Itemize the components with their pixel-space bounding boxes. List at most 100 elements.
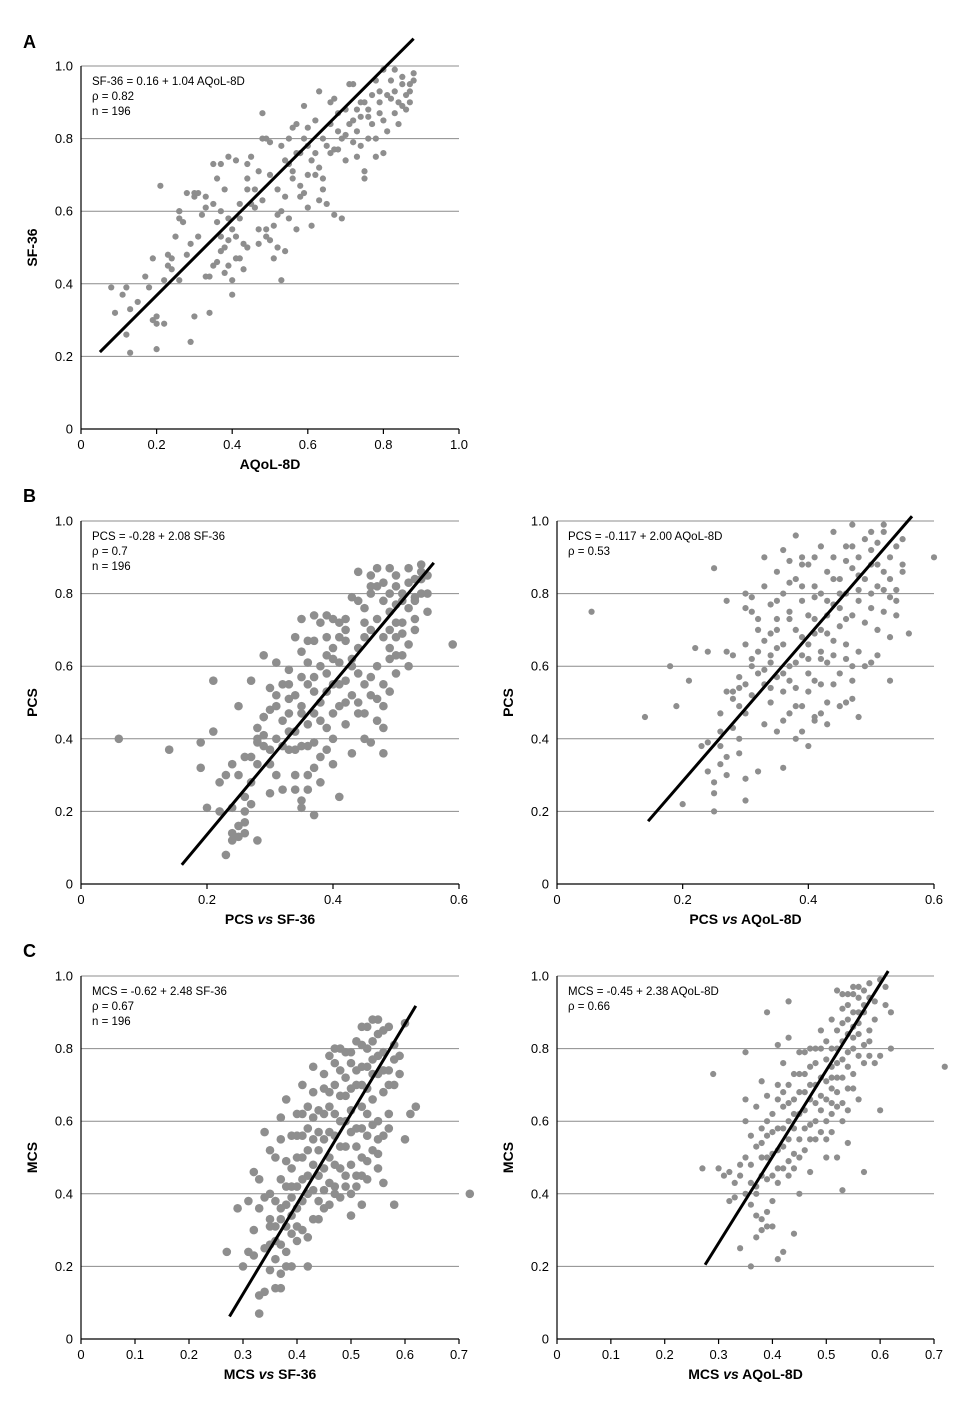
data-point-c1: [373, 1051, 383, 1061]
data-point-b1: [347, 749, 357, 758]
data-point-b2: [805, 742, 812, 750]
data-point-b1: [215, 778, 224, 787]
data-point-b2: [748, 594, 755, 601]
data-point-c2: [855, 1096, 862, 1103]
data-point-c2: [828, 1045, 835, 1052]
data-point-b1: [347, 690, 357, 700]
data-point-b1: [404, 640, 413, 649]
x-tick-label-b2: 0.2: [674, 892, 692, 907]
data-point-c2: [737, 1172, 744, 1179]
data-point-c1: [319, 1069, 329, 1079]
data-point-c1: [308, 1087, 318, 1097]
data-point-c1: [411, 1102, 421, 1111]
data-point-a: [172, 233, 179, 240]
x-tick-label-b1: 0.2: [198, 892, 216, 907]
data-point-b1: [240, 752, 250, 762]
data-point-b1: [391, 651, 401, 660]
data-point-b1: [366, 738, 376, 747]
data-point-b1: [265, 745, 275, 754]
data-point-b2: [811, 677, 818, 684]
data-point-a: [300, 102, 308, 110]
data-point-c1: [362, 1022, 372, 1032]
y-axis-title-a: SF-36: [24, 228, 40, 266]
x-tick-label-a: 0.6: [299, 437, 317, 452]
data-point-b2: [805, 670, 812, 677]
data-point-b1: [328, 614, 338, 624]
data-point-b2: [805, 655, 812, 663]
data-point-c2: [866, 1052, 873, 1059]
y-axis-title-b2: PCS: [500, 688, 516, 717]
data-point-b2: [767, 684, 774, 692]
data-point-c1: [260, 1127, 269, 1137]
data-point-b1: [379, 749, 388, 758]
data-point-b2: [874, 583, 881, 590]
data-point-a: [353, 106, 361, 113]
data-point-b2: [842, 543, 850, 550]
data-point-a: [293, 120, 300, 128]
data-point-c1: [389, 1200, 399, 1209]
data-point-b2: [786, 579, 793, 586]
data-point-b1: [316, 618, 325, 627]
data-point-b1: [278, 785, 287, 794]
data-point-b2: [786, 677, 793, 684]
data-point-b1: [366, 589, 376, 598]
y-tick-label-b1: 0.2: [55, 804, 73, 819]
data-point-a: [206, 309, 213, 316]
data-point-c1: [314, 1214, 323, 1224]
data-point-c1: [368, 1037, 377, 1046]
data-point-a: [308, 222, 315, 229]
data-point-c2: [790, 1165, 798, 1172]
data-point-b2: [798, 728, 806, 735]
data-point-b1: [335, 792, 344, 802]
data-point-b1: [379, 578, 388, 588]
data-point-b1: [335, 701, 344, 711]
data-point-b2: [780, 546, 787, 554]
data-point-a: [304, 204, 311, 211]
data-point-b1: [196, 738, 205, 747]
data-point-a: [376, 88, 383, 95]
data-point-b2: [899, 561, 906, 568]
data-point-c2: [774, 1179, 781, 1187]
data-point-b1: [297, 803, 306, 813]
data-point-b1: [322, 651, 332, 660]
data-point-b1: [391, 632, 401, 642]
data-point-b2: [830, 575, 837, 583]
data-point-b1: [221, 850, 231, 860]
data-point-a: [202, 204, 209, 211]
data-point-a: [236, 215, 243, 222]
annotation-a: n = 196: [92, 106, 131, 118]
y-tick-label-c1: 1.0: [55, 969, 73, 984]
data-point-c1: [254, 1174, 264, 1184]
y-tick-label-c2: 0.2: [531, 1259, 549, 1274]
data-point-b2: [736, 703, 743, 710]
data-point-c1: [379, 1066, 388, 1075]
data-point-b2: [792, 703, 799, 710]
data-point-c2: [796, 1136, 803, 1143]
data-point-b2: [842, 641, 850, 648]
data-point-b1: [410, 592, 420, 602]
data-point-b1: [221, 770, 231, 780]
data-point-b2: [817, 681, 825, 688]
data-point-b2: [786, 557, 793, 565]
data-point-b2: [824, 699, 831, 706]
data-point-b2: [855, 713, 862, 721]
y-tick-label-a: 0.8: [55, 131, 73, 146]
data-point-b1: [353, 709, 363, 718]
data-point-a: [368, 91, 376, 99]
data-point-c1: [357, 1080, 367, 1090]
data-point-a: [187, 240, 194, 247]
data-point-b1: [404, 563, 413, 573]
data-point-b2: [861, 619, 868, 626]
data-point-b2: [773, 728, 781, 735]
data-point-b1: [253, 836, 262, 845]
data-point-a: [300, 189, 308, 197]
data-point-b1: [297, 672, 306, 682]
data-point-c2: [844, 1085, 851, 1092]
data-point-c2: [780, 1103, 787, 1110]
data-point-b2: [886, 677, 894, 684]
data-point-a: [278, 277, 285, 284]
data-point-c1: [379, 1087, 388, 1097]
data-point-b2: [792, 532, 799, 539]
data-point-b2: [704, 648, 711, 655]
